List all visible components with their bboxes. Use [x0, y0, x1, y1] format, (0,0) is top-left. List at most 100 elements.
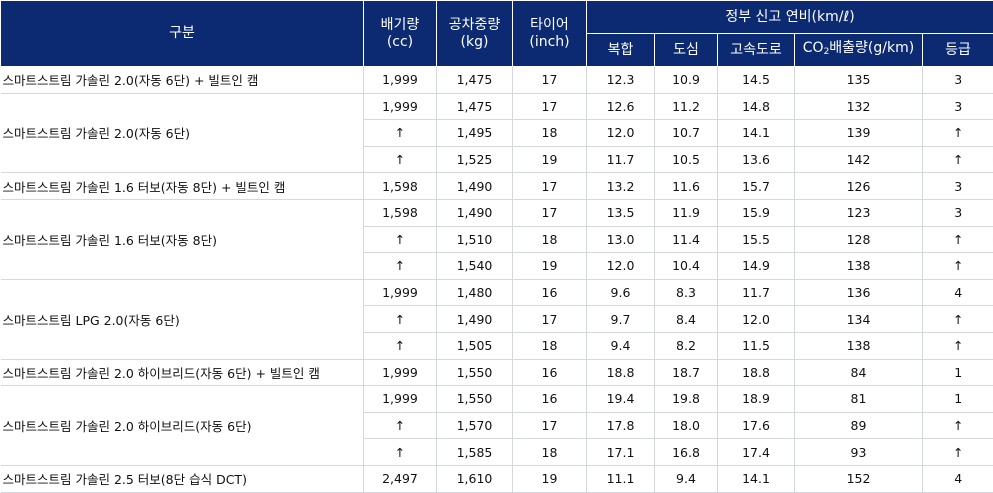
city-cell: 11.2 [654, 93, 718, 121]
combined-cell: 18.8 [586, 359, 655, 387]
city-cell: 19.8 [654, 385, 718, 413]
table-row: 스마트스트림 가솔린 1.6 터보(자동 8단) 1,598 1,490 17 13.5… [0, 199, 993, 280]
co2-cell: 135 [794, 66, 923, 94]
grade-cell: 4 [922, 465, 993, 493]
header-co2-suffix: 배출량(g/km) [829, 39, 915, 56]
highway-cell: 17.4 [717, 438, 795, 466]
table-row: 스마트스트림 LPG 2.0(자동 6단) 1,999 1,480 16 9.6 8.3 1… [0, 279, 993, 360]
grade-cell: 3 [922, 93, 993, 121]
tire-cell: 19 [512, 465, 587, 493]
tire-cell: 17 [512, 412, 587, 440]
city-cell: 18.7 [654, 359, 718, 387]
highway-cell: 14.1 [717, 465, 795, 493]
combined-cell: 17.1 [586, 438, 655, 466]
header-displacement: 배기량 (cc) [363, 0, 437, 67]
highway-cell: 14.8 [717, 93, 795, 121]
combined-cell: 12.0 [586, 252, 655, 280]
combined-cell: 9.4 [586, 332, 655, 360]
header-grade: 등급 [921, 33, 993, 67]
combined-cell: 11.1 [586, 465, 655, 493]
model-name: 스마트스트림 가솔린 1.6 터보(자동 8단) [0, 199, 364, 280]
grade-cell: 4 [922, 279, 993, 307]
combined-cell: 9.7 [586, 305, 655, 333]
city-cell: 8.4 [654, 305, 718, 333]
table-row: ↑ 1,570 17 17.8 18.0 17.6 89 ↑ [1, 412, 993, 440]
curb-weight-cell: 1,495 [436, 119, 513, 147]
table-row: ↑ 1,540 19 12.0 10.4 14.9 138 ↑ [1, 252, 993, 280]
displacement-cell: ↑ [363, 305, 437, 333]
curb-weight-cell: 1,570 [436, 412, 513, 440]
displacement-cell: 1,598 [363, 199, 437, 227]
city-cell: 9.4 [654, 465, 718, 493]
grade-cell: 1 [922, 385, 993, 413]
co2-cell: 84 [794, 359, 923, 387]
grade-cell: ↑ [922, 226, 993, 254]
co2-cell: 138 [794, 332, 923, 360]
grade-cell: ↑ [922, 438, 993, 466]
highway-cell: 18.9 [717, 385, 795, 413]
tire-cell: 16 [512, 279, 587, 307]
table-row: 스마트스트림 가솔린 1.6 터보(자동 8단) + 빌트인 캠 1,598 1,4… [0, 172, 993, 200]
header-fuel-economy-group: 정부 신고 연비(km/ℓ) [585, 0, 993, 34]
highway-cell: 14.9 [717, 252, 795, 280]
curb-weight-cell: 1,540 [436, 252, 513, 280]
co2-cell: 81 [794, 385, 923, 413]
grade-cell: ↑ [922, 332, 993, 360]
grade-cell: 1 [922, 359, 993, 387]
table-header: 구분 배기량 (cc) 공차중량 (kg) 타이어 (inch) 정부 신고 연… [0, 0, 993, 67]
displacement-cell: 1,999 [363, 385, 437, 413]
tire-cell: 16 [512, 359, 587, 387]
table-body: 스마트스트림 가솔린 2.0(자동 6단) + 빌트인 캠 1,999 1,475 1… [0, 66, 993, 493]
highway-cell: 14.1 [717, 119, 795, 147]
combined-cell: 17.8 [586, 412, 655, 440]
table-row: ↑ 1,510 18 13.0 11.4 15.5 128 ↑ [1, 226, 993, 254]
curb-weight-cell: 1,490 [436, 305, 513, 333]
tire-cell: 17 [512, 305, 587, 333]
header-tire: 타이어 (inch) [512, 0, 587, 67]
city-cell: 16.8 [654, 438, 718, 466]
curb-weight-cell: 1,510 [436, 226, 513, 254]
city-cell: 11.4 [654, 226, 718, 254]
co2-cell: 142 [794, 146, 923, 174]
highway-cell: 15.9 [717, 199, 795, 227]
header-co2-sub: 2 [823, 46, 830, 57]
model-name: 스마트스트림 가솔린 2.0 하이브리드(자동 6단) + 빌트인 캠 [0, 359, 364, 387]
displacement-cell: 1,999 [363, 279, 437, 307]
table-row: 스마트스트림 가솔린 2.0(자동 6단) + 빌트인 캠 1,999 1,475 1… [0, 66, 993, 94]
highway-cell: 12.0 [717, 305, 795, 333]
displacement-cell: 2,497 [363, 465, 437, 493]
city-cell: 10.9 [654, 66, 718, 94]
highway-cell: 13.6 [717, 146, 795, 174]
city-cell: 8.2 [654, 332, 718, 360]
highway-cell: 11.5 [717, 332, 795, 360]
curb-weight-cell: 1,480 [436, 279, 513, 307]
city-cell: 10.7 [654, 119, 718, 147]
highway-cell: 15.7 [717, 172, 795, 200]
grade-cell: 3 [922, 172, 993, 200]
header-co2: CO2배출량(g/km) [794, 33, 923, 67]
highway-cell: 15.5 [717, 226, 795, 254]
combined-cell: 13.5 [586, 199, 655, 227]
co2-cell: 128 [794, 226, 923, 254]
highway-cell: 18.8 [717, 359, 795, 387]
grade-cell: ↑ [922, 412, 993, 440]
combined-cell: 11.7 [586, 146, 655, 174]
displacement-cell: ↑ [363, 252, 437, 280]
highway-cell: 14.5 [717, 66, 795, 94]
grade-cell: 3 [922, 199, 993, 227]
combined-cell: 9.6 [586, 279, 655, 307]
header-combined: 복합 [586, 33, 655, 67]
combined-cell: 13.2 [586, 172, 655, 200]
tire-cell: 17 [512, 172, 587, 200]
table-row: 스마트스트림 가솔린 2.0 하이브리드(자동 6단) 1,999 1,550 16 1… [0, 385, 993, 466]
tire-cell: 17 [512, 93, 587, 121]
tire-cell: 17 [512, 199, 587, 227]
co2-cell: 89 [794, 412, 923, 440]
table-row: 스마트스트림 가솔린 2.0 하이브리드(자동 6단) + 빌트인 캠 1,999… [0, 359, 993, 387]
grade-cell: 3 [922, 66, 993, 94]
co2-cell: 93 [794, 438, 923, 466]
curb-weight-cell: 1,475 [436, 66, 513, 94]
curb-weight-cell: 1,550 [436, 385, 513, 413]
city-cell: 8.3 [654, 279, 718, 307]
